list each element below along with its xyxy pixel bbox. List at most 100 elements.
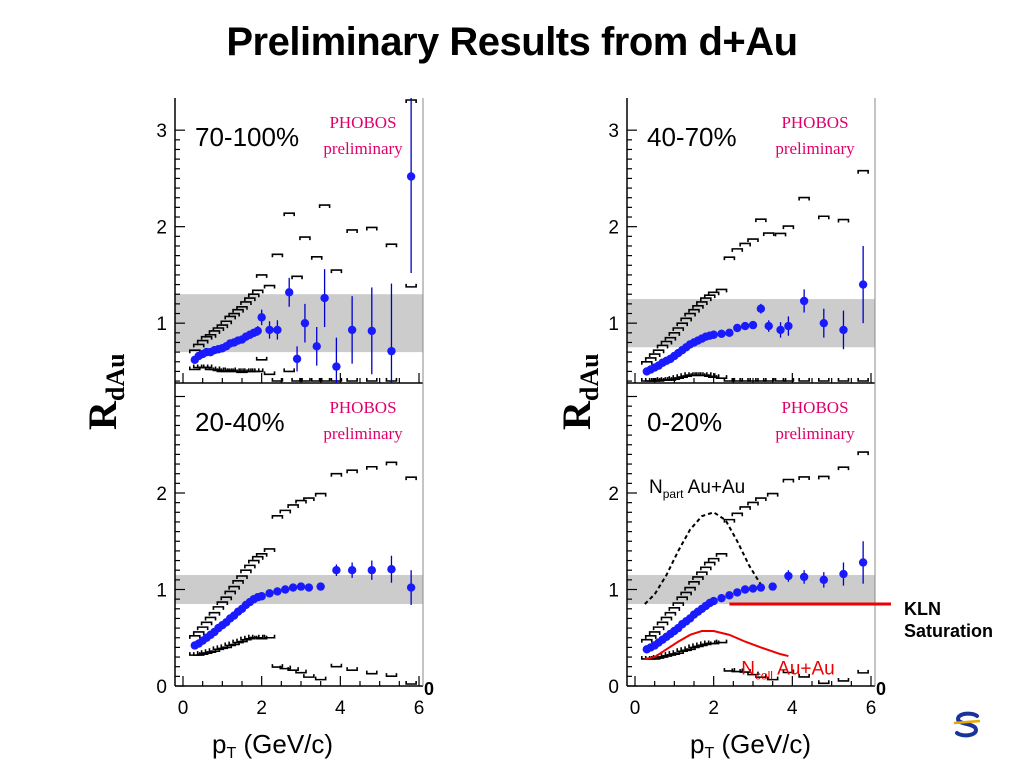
- panels-group: 1 2 3 70-100% PHOBOS preliminary 1 2 3 40-70% PHOB…: [156, 98, 891, 719]
- systematic-bracket-top: [715, 288, 728, 293]
- data-point: [740, 321, 750, 331]
- systematic-bracket-top: [212, 327, 225, 331]
- centrality-label: 40-70%: [647, 122, 737, 152]
- systematic-bracket-bottom: [255, 356, 268, 361]
- systematic-bracket-bottom: [310, 378, 323, 382]
- data-point: [292, 354, 302, 364]
- panel-bottom-left: 0 1 2 0 2 4 6 20-40% PHOBOS preliminary: [156, 383, 424, 719]
- systematic-bracket-bottom: [303, 674, 315, 678]
- ncoll-annotation: Ncoll Au+Au: [741, 658, 835, 682]
- systematic-bracket-top: [271, 253, 284, 258]
- systematic-bracket-bottom: [755, 674, 767, 678]
- y-axis-label-left: RdAu: [80, 353, 130, 430]
- systematic-bracket-top: [220, 320, 233, 325]
- systematic-bracket-top: [189, 635, 201, 639]
- systematic-bracket-top: [240, 301, 252, 305]
- stray-zero-left: 0: [424, 679, 434, 699]
- data-point: [776, 325, 785, 335]
- systematic-bracket-bottom: [782, 378, 795, 382]
- systematic-bracket-bottom: [747, 671, 759, 676]
- x-tick-label: 0: [178, 698, 189, 719]
- data-point: [725, 591, 734, 600]
- systematic-bracket-top: [782, 478, 795, 483]
- systematic-bracket-bottom: [723, 378, 736, 382]
- data-point: [819, 318, 828, 328]
- systematic-bracket-bottom: [212, 367, 225, 372]
- systematic-bracket-top: [696, 571, 708, 576]
- data-point: [406, 583, 416, 592]
- preliminary-watermark: preliminary: [323, 424, 403, 443]
- systematic-bracket-bottom: [703, 373, 716, 378]
- data-point: [799, 296, 809, 306]
- npart-annotation: Npart Au+Au: [649, 477, 745, 501]
- systematic-bracket-top: [263, 284, 276, 289]
- systematic-bracket-bottom: [837, 378, 850, 382]
- data-point: [819, 575, 828, 585]
- systematic-bracket-top: [244, 297, 256, 302]
- systematic-bracket-top: [672, 602, 685, 607]
- y-tick-label: 0: [156, 677, 167, 698]
- preliminary-watermark: preliminary: [323, 139, 403, 158]
- data-point: [300, 318, 310, 328]
- systematic-bracket-top: [656, 344, 669, 349]
- systematic-bracket-top: [644, 635, 657, 639]
- systematic-bracket-top: [762, 232, 775, 237]
- systematic-bracket-top: [271, 514, 284, 519]
- systematic-bracket-top: [228, 312, 240, 317]
- centrality-label: 20-40%: [195, 407, 285, 437]
- systematic-bracket-top: [715, 552, 728, 557]
- phobos-watermark: PHOBOS: [329, 398, 396, 417]
- systematic-bracket-bottom: [739, 378, 751, 382]
- systematic-bracket-top: [244, 564, 256, 569]
- systematic-bracket-top: [660, 340, 673, 345]
- systematic-bracket-bottom: [762, 378, 775, 382]
- systematic-bracket-top: [747, 238, 759, 243]
- x-tick-label: 4: [787, 698, 798, 719]
- data-point: [406, 172, 416, 181]
- data-point: [288, 583, 298, 592]
- systematic-bracket-top: [684, 312, 696, 317]
- systematic-bracket-top: [723, 518, 736, 523]
- systematic-bracket-bottom: [747, 378, 759, 382]
- phobos-watermark: PHOBOS: [781, 398, 848, 417]
- data-point: [725, 328, 734, 338]
- x-tick-label: 6: [866, 698, 877, 719]
- systematic-bracket-top: [668, 607, 681, 611]
- systematic-bracket-bottom: [263, 371, 276, 376]
- data-point: [320, 293, 329, 303]
- systematic-bracket-top: [204, 616, 217, 621]
- systematic-bracket-bottom: [715, 375, 728, 379]
- systematic-bracket-top: [703, 561, 716, 566]
- systematic-bracket-top: [196, 626, 209, 631]
- systematic-bracket-top: [236, 305, 248, 310]
- systematic-bracket-top: [676, 596, 688, 601]
- data-point: [316, 582, 325, 591]
- systematic-bracket-bottom: [857, 669, 869, 674]
- systematic-bracket-top: [200, 621, 213, 626]
- systematic-bracket-top: [248, 559, 260, 564]
- systematic-bracket-top: [310, 255, 323, 260]
- systematic-bracket-bottom: [774, 378, 787, 382]
- data-point: [768, 582, 777, 591]
- systematic-bracket-top: [739, 506, 751, 510]
- systematic-bracket-top: [798, 476, 810, 480]
- systematic-bracket-top: [648, 631, 661, 635]
- data-point: [257, 592, 266, 601]
- systematic-bracket-bottom: [818, 680, 830, 685]
- systematic-bracket-bottom: [731, 378, 744, 382]
- systematic-bracket-bottom: [715, 639, 728, 644]
- systematic-bracket-top: [314, 492, 327, 497]
- systematic-bracket-top: [747, 501, 759, 506]
- y-tick-label: 1: [156, 581, 167, 602]
- data-point: [253, 326, 262, 336]
- y-tick-label: 1: [608, 581, 619, 602]
- systematic-bracket-bottom: [251, 634, 264, 639]
- data-point: [257, 313, 266, 322]
- systematic-bracket-bottom: [299, 378, 311, 382]
- data-point: [285, 288, 294, 297]
- data-point: [273, 325, 282, 335]
- npart-scaling-curve: [644, 511, 762, 605]
- systematic-bracket-bottom: [287, 667, 299, 671]
- systematic-bracket-top: [251, 555, 264, 560]
- data-point: [281, 585, 290, 594]
